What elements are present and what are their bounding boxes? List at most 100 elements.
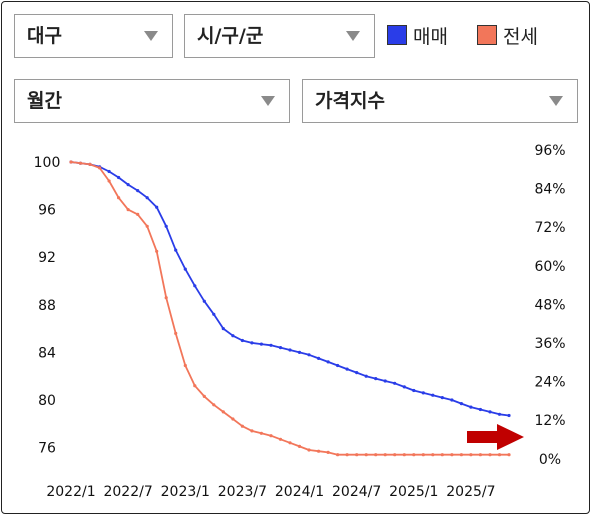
- data-point: [307, 353, 311, 357]
- data-point: [374, 453, 378, 457]
- data-point: [126, 183, 130, 187]
- x-tick-label: 2023/1: [161, 484, 210, 500]
- data-point: [364, 453, 368, 457]
- region-dropdown[interactable]: 대구: [14, 14, 173, 58]
- data-point: [69, 160, 73, 164]
- data-point: [507, 453, 511, 457]
- data-point: [393, 381, 397, 385]
- data-point: [412, 453, 416, 457]
- data-point: [393, 453, 397, 457]
- data-point: [355, 453, 359, 457]
- data-point: [269, 343, 273, 347]
- data-point: [88, 162, 92, 166]
- data-point: [355, 371, 359, 375]
- y-right-tick-label: 36%: [534, 336, 565, 352]
- data-point: [336, 453, 340, 457]
- data-point: [431, 393, 435, 397]
- legend-jeonse-swatch: [477, 25, 497, 45]
- data-point: [202, 299, 206, 303]
- data-point: [202, 394, 206, 398]
- y-right-tick-label: 24%: [534, 375, 565, 391]
- data-point: [478, 453, 482, 457]
- data-point: [145, 196, 149, 200]
- data-point: [278, 346, 283, 350]
- y-right-tick-label: 72%: [534, 220, 565, 236]
- data-point: [317, 356, 321, 360]
- data-point: [402, 385, 406, 389]
- caret-down-icon: [549, 96, 563, 106]
- caret-down-icon: [346, 31, 360, 41]
- data-point: [183, 267, 187, 271]
- period-dropdown[interactable]: 월간: [14, 79, 290, 123]
- data-point: [326, 360, 330, 364]
- data-point: [297, 350, 302, 354]
- series-line-jeonse: [70, 161, 509, 456]
- x-tick-label: 2022/1: [46, 484, 95, 500]
- x-tick-label: 2024/7: [332, 484, 381, 500]
- data-point: [345, 367, 349, 371]
- legend-sale-label: 매매: [413, 25, 448, 48]
- data-point: [259, 431, 263, 435]
- data-point: [288, 441, 292, 445]
- data-point: [221, 327, 225, 331]
- series-line-sale: [70, 161, 510, 417]
- district-dropdown-label: 시/구/군: [197, 25, 264, 47]
- period-dropdown-label: 월간: [27, 90, 62, 112]
- data-point: [450, 453, 454, 457]
- legend-sale[interactable]: 매매: [387, 24, 448, 48]
- data-point: [78, 161, 83, 165]
- data-point: [145, 224, 149, 228]
- x-tick-label: 2022/7: [103, 484, 152, 500]
- data-point: [412, 388, 416, 393]
- data-point: [459, 453, 463, 457]
- data-point: [431, 453, 435, 457]
- y-right-tick-label: 60%: [534, 259, 565, 275]
- data-point: [250, 429, 254, 433]
- y-left-tick-label: 76: [38, 441, 56, 457]
- data-point: [136, 212, 140, 216]
- y-right-tick-label: 0%: [539, 452, 561, 468]
- legend-jeonse[interactable]: 전세: [477, 24, 538, 48]
- data-point: [421, 453, 425, 457]
- data-point: [402, 453, 406, 457]
- data-point: [221, 410, 225, 414]
- y-left-tick-label: 88: [38, 298, 56, 314]
- y-left-tick-label: 96: [38, 203, 56, 219]
- data-point: [164, 224, 168, 228]
- data-point: [488, 410, 492, 414]
- x-tick-label: 2023/7: [218, 484, 267, 500]
- data-point: [269, 434, 273, 438]
- data-point: [107, 169, 111, 174]
- data-point: [259, 342, 263, 346]
- data-point: [212, 403, 216, 407]
- data-point: [155, 249, 159, 253]
- data-point: [469, 405, 473, 409]
- index-type-dropdown[interactable]: 가격지수: [302, 79, 578, 123]
- data-point: [117, 196, 121, 200]
- data-point: [336, 363, 340, 368]
- data-point: [136, 189, 140, 193]
- data-point: [174, 248, 178, 252]
- y-right-tick-label: 12%: [534, 413, 565, 429]
- y-right-tick-label: 96%: [534, 143, 565, 159]
- data-point: [459, 402, 463, 406]
- data-point: [126, 208, 130, 212]
- data-point: [288, 348, 292, 352]
- data-point: [117, 175, 121, 180]
- data-point: [478, 407, 482, 412]
- data-point: [231, 417, 235, 421]
- data-point: [383, 379, 387, 383]
- y-right-tick-label: 84%: [534, 182, 565, 198]
- data-point: [440, 396, 444, 400]
- data-point: [193, 284, 197, 288]
- data-point: [98, 166, 102, 170]
- data-point: [193, 384, 197, 388]
- district-dropdown[interactable]: 시/구/군: [184, 14, 375, 58]
- data-point: [174, 331, 178, 335]
- data-point: [212, 312, 216, 316]
- y-left-tick-label: 80: [38, 393, 56, 409]
- data-point: [107, 179, 111, 183]
- data-point: [364, 374, 368, 378]
- data-point: [374, 377, 378, 381]
